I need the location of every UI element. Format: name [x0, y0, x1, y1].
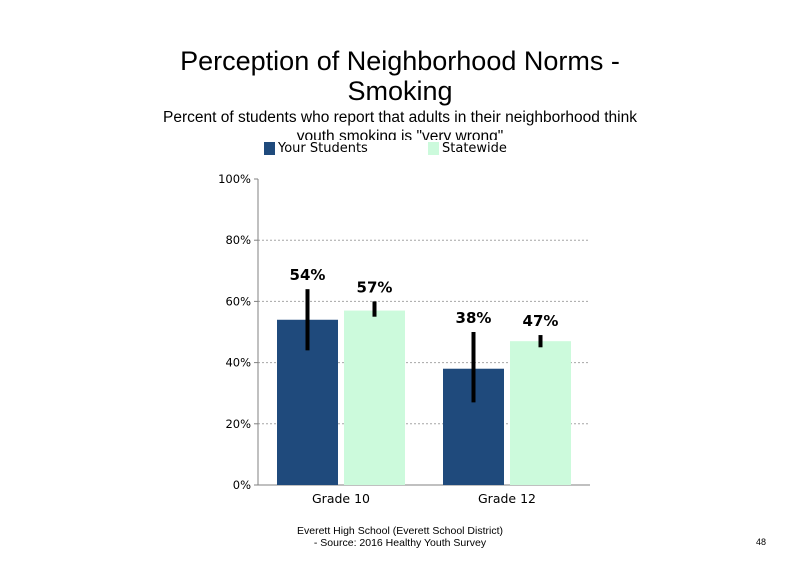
chart-title-line-2: Smoking — [347, 76, 453, 106]
bar — [344, 310, 405, 485]
y-tick-label: 60% — [225, 294, 251, 308]
footer-line-1: Everett High School (Everett School Dist… — [297, 525, 503, 537]
y-tick-label: 40% — [225, 356, 251, 370]
legend-swatch-statewide — [428, 142, 439, 155]
y-tick-label: 0% — [233, 478, 251, 492]
data-label: 57% — [357, 278, 393, 296]
chart-subtitle: Percent of students who report that adul… — [163, 109, 637, 141]
y-tick-label: 20% — [225, 417, 251, 431]
legend-item-your-students: Your Students — [264, 141, 368, 156]
data-label: 54% — [290, 266, 326, 284]
chart-title-line-1: Perception of Neighborhood Norms - — [180, 46, 620, 76]
bar — [510, 341, 571, 485]
chart-legend: Your Students Statewide — [264, 140, 554, 160]
legend-swatch-your-students — [264, 142, 275, 155]
chart-title: Perception of Neighborhood Norms - Smoki… — [150, 46, 650, 106]
footer-source: Everett High School (Everett School Dist… — [280, 525, 520, 549]
legend-label-your-students: Your Students — [278, 141, 368, 156]
data-label: 47% — [523, 312, 559, 330]
y-tick-label: 100% — [218, 172, 251, 186]
legend-label-statewide: Statewide — [442, 141, 507, 156]
footer-line-2: - Source: 2016 Healthy Youth Survey — [313, 537, 487, 549]
x-tick-label: Grade 10 — [312, 491, 370, 506]
page-number: 48 — [756, 537, 767, 547]
legend-item-statewide: Statewide — [428, 141, 507, 156]
y-tick-label: 80% — [225, 233, 251, 247]
x-tick-label: Grade 12 — [478, 491, 536, 506]
data-label: 38% — [456, 309, 492, 327]
